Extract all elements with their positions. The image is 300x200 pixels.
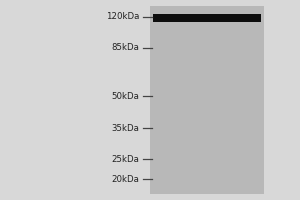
Text: 120kDa: 120kDa bbox=[106, 12, 140, 21]
Text: 25kDa: 25kDa bbox=[112, 155, 140, 164]
Bar bbox=[153, 14, 261, 22]
Text: 35kDa: 35kDa bbox=[112, 124, 140, 133]
Bar bbox=[150, 6, 264, 194]
Text: 85kDa: 85kDa bbox=[112, 43, 140, 52]
Text: 50kDa: 50kDa bbox=[112, 92, 140, 101]
Text: 20kDa: 20kDa bbox=[112, 175, 140, 184]
